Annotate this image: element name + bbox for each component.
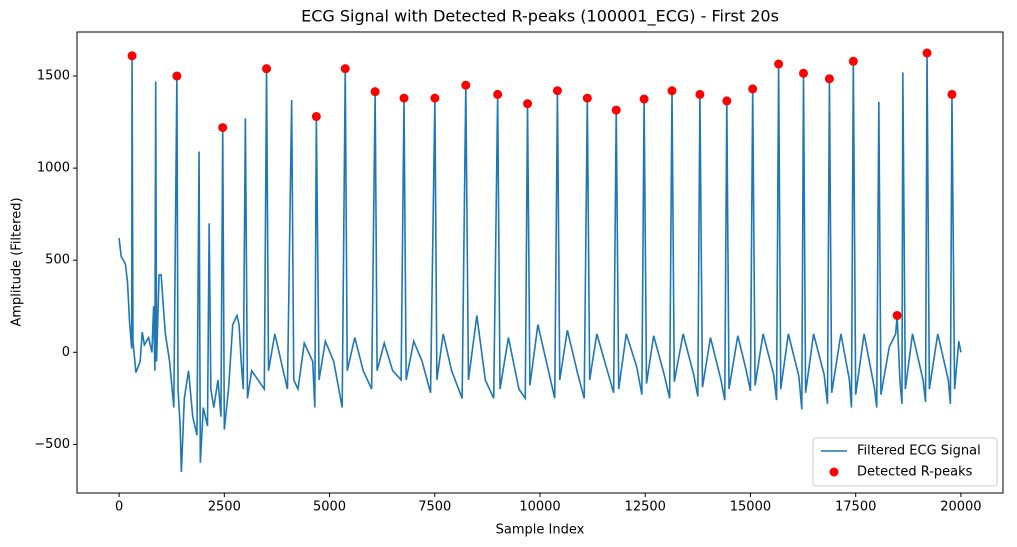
r-peak	[340, 64, 350, 74]
r-peak	[824, 74, 834, 84]
r-peak	[798, 68, 808, 78]
plot-frame	[76, 31, 1004, 494]
r-peak	[947, 89, 957, 99]
x-tick-label: 7500	[418, 500, 451, 515]
legend: Filtered ECG Signal Detected R-peaks	[812, 437, 998, 487]
r-peak	[748, 84, 758, 94]
x-tick-label: 12500	[625, 500, 666, 515]
r-peak	[892, 310, 902, 320]
r-peak	[552, 86, 562, 96]
x-tick-label: 2500	[208, 500, 241, 515]
r-peak	[370, 87, 380, 97]
r-peak	[639, 94, 649, 104]
y-tick-label: −500	[34, 437, 70, 452]
r-peak	[848, 56, 858, 66]
x-tick-label: 17500	[835, 500, 876, 515]
r-peak	[399, 93, 409, 103]
x-tick-label: 20000	[940, 500, 981, 515]
r-peak	[922, 48, 932, 58]
r-peak	[311, 112, 321, 122]
r-peak	[523, 99, 533, 109]
x-tick-label: 5000	[313, 500, 346, 515]
r-peak	[127, 51, 137, 61]
r-peak	[172, 71, 182, 81]
y-tick-label: 500	[45, 253, 70, 268]
ecg-line	[118, 52, 962, 473]
legend-box	[812, 437, 998, 487]
x-tick-label: 0	[115, 500, 123, 515]
legend-label: Detected R-peaks	[857, 465, 973, 480]
r-peak	[461, 80, 471, 90]
r-peak	[582, 93, 592, 103]
chart-title: ECG Signal with Detected R-peaks (100001…	[301, 7, 779, 27]
x-tick-label: 15000	[730, 500, 771, 515]
y-tick-label: 1000	[37, 161, 70, 176]
r-peak	[667, 86, 677, 96]
r-peak	[430, 93, 440, 103]
legend-swatch	[829, 467, 839, 477]
r-peak	[611, 105, 621, 115]
r-peak	[262, 64, 272, 74]
r-peak	[722, 96, 732, 106]
y-tick-label: 1500	[37, 69, 70, 84]
legend-label: Filtered ECG Signal	[857, 444, 981, 459]
x-tick-label: 10000	[519, 500, 560, 515]
r-peak	[774, 59, 784, 69]
r-peak	[493, 89, 503, 99]
r-peak	[218, 123, 228, 133]
r-peak	[695, 89, 705, 99]
x-axis-label: Sample Index	[496, 523, 585, 538]
y-axis-label: Amplitude (Filtered)	[10, 197, 25, 326]
y-tick-label: 0	[62, 345, 70, 360]
